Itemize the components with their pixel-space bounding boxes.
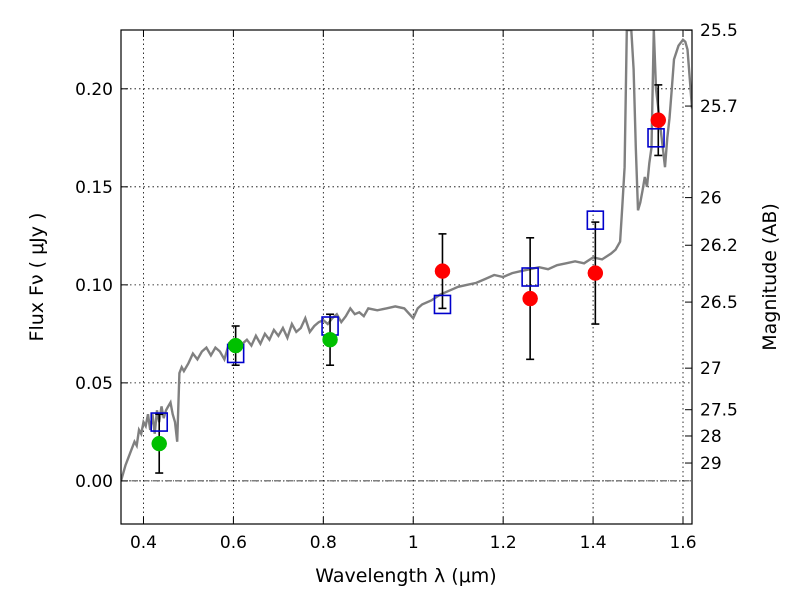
x-tick-label: 1 (408, 533, 419, 553)
axis-ticks: 0.4 0.6 0.8 1 1.2 1.4 1.6 0.00 0.05 0.10 0.15 0.20 2… (75, 21, 738, 553)
data-point-marker (522, 290, 538, 307)
data-point-marker (322, 331, 338, 348)
model-square-marker (647, 128, 665, 148)
data-point-marker (587, 265, 604, 281)
magnitude-tick-label: 26.5 (700, 293, 738, 313)
x-tick-label: 1.6 (669, 533, 696, 553)
x-tick-label: 0.6 (220, 533, 247, 553)
x-tick-label: 1.2 (490, 533, 517, 553)
model-square-marker (433, 294, 452, 315)
x-tick-label: 1.4 (580, 533, 607, 553)
y-axis-label: Flux Fν ( μJy ) (26, 213, 48, 342)
magnitude-tick-label: 27 (700, 359, 722, 379)
model-square-marker (521, 267, 539, 287)
magnitude-tick-label: 25.7 (700, 97, 738, 117)
right-y-axis-label: Magnitude (AB) (759, 203, 781, 351)
magnitude-tick-label: 28 (700, 427, 722, 447)
spectrum-line (121, 30, 692, 482)
data-point-marker (151, 435, 167, 452)
data-point-marker (227, 337, 244, 354)
magnitude-tick-label: 25.5 (700, 21, 738, 41)
plot-frame (120, 29, 693, 525)
model-square-marker (150, 412, 169, 432)
plot-background (121, 30, 692, 524)
x-axis-label: Wavelength λ (μm) (315, 565, 496, 587)
y-tick-label: 0.20 (75, 80, 113, 100)
magnitude-tick-label: 29 (700, 454, 722, 474)
grid (121, 30, 692, 524)
magnitude-tick-label: 27.5 (700, 401, 738, 421)
data-point-marker (650, 112, 667, 128)
y-tick-label: 0.15 (75, 178, 113, 198)
y-tick-label: 0.05 (75, 374, 113, 394)
y-tick-label: 0.10 (75, 276, 113, 296)
data-markers (150, 112, 667, 452)
data-point-marker (434, 263, 451, 279)
y-tick-label: 0.00 (75, 472, 113, 492)
x-tick-label: 0.8 (310, 533, 337, 553)
error-bars (155, 84, 663, 474)
magnitude-tick-label: 26.2 (700, 236, 738, 256)
x-tick-label: 0.4 (130, 533, 157, 553)
magnitude-tick-label: 26 (700, 189, 722, 209)
model-spectrum (121, 30, 692, 482)
model-square-marker (586, 210, 605, 230)
